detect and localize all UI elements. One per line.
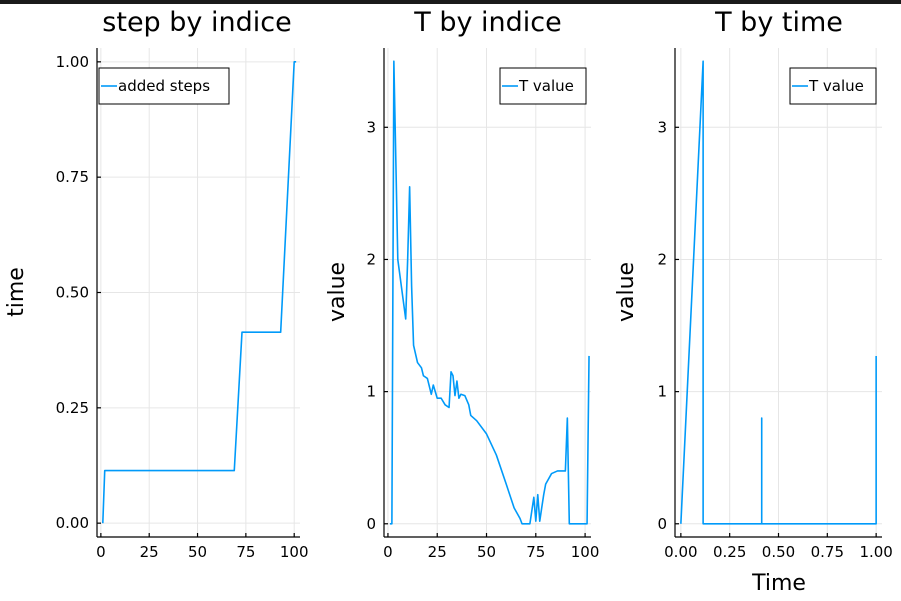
panel-2-ylabel: value: [325, 262, 350, 322]
y-tick-label: 1: [366, 383, 376, 401]
y-tick-label: 0.25: [56, 399, 89, 417]
x-tick-label: 50: [477, 543, 496, 561]
panel-step-by-indice: step by indice time 0 25 50 75 100 0.00 0.25 0.…: [4, 7, 309, 561]
x-tick-label: 0.75: [811, 543, 844, 561]
x-tick-label: 25: [140, 543, 159, 561]
panel-t-by-time: T by time value Time 0.00 0.25 0.50 0.75 1.0…: [614, 7, 893, 596]
y-tick-label: 2: [657, 250, 667, 268]
y-tick-label: 0.50: [56, 284, 89, 302]
y-tick-label: 0.75: [56, 168, 89, 186]
x-tick-label: 75: [236, 543, 255, 561]
panel-t-by-indice: T by indice value 0 25 50 75 100 0 1 2 3 T value: [325, 7, 599, 561]
series-line: [102, 61, 297, 524]
x-tick-label: 0.50: [762, 543, 795, 561]
panel-3-ylabel: value: [614, 262, 639, 322]
series-line: [389, 60, 590, 525]
x-tick-label: 1.00: [859, 543, 892, 561]
legend-box: [98, 67, 230, 105]
y-tick-label: 2: [366, 250, 376, 268]
x-tick-label: 0.00: [664, 543, 697, 561]
y-tick-label: 3: [657, 118, 667, 136]
x-tick-label: 50: [188, 543, 207, 561]
x-tick-label: 100: [280, 543, 309, 561]
panel-1-title: step by indice: [102, 7, 291, 38]
x-tick-label: 0: [96, 543, 106, 561]
y-tick-label: 1.00: [56, 53, 89, 71]
legend-label: added steps: [118, 77, 210, 95]
y-tick-label: 3: [366, 118, 376, 136]
legend-label: T value: [808, 77, 864, 95]
y-tick-label: 0.00: [56, 514, 89, 532]
x-tick-label: 0: [383, 543, 393, 561]
window-top-border: [0, 0, 901, 4]
y-tick-label: 0: [366, 515, 376, 533]
x-tick-label: 75: [526, 543, 545, 561]
panel-2-title: T by indice: [413, 7, 562, 38]
panel-1-ylabel: time: [4, 267, 29, 317]
x-tick-label: 100: [571, 543, 600, 561]
x-tick-label: 25: [428, 543, 447, 561]
x-tick-label: 0.25: [713, 543, 746, 561]
panel-3-title: T by time: [714, 7, 843, 38]
panel-3-xlabel: Time: [751, 571, 806, 596]
y-tick-label: 1: [657, 383, 667, 401]
legend-label: T value: [518, 77, 574, 95]
y-tick-label: 0: [657, 515, 667, 533]
series-line: [680, 60, 877, 525]
